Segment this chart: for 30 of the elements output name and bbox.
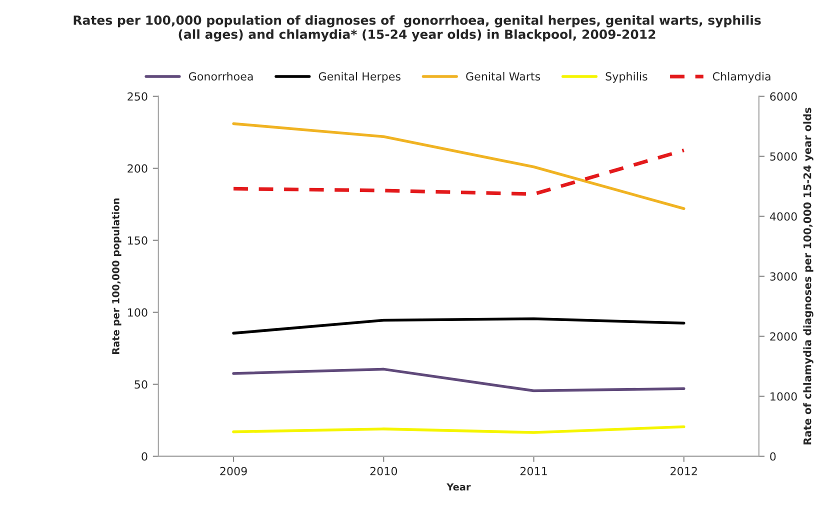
chart-title: Rates per 100,000 population of diagnoses of gonorrhoea, genital herpes, genital warts, syphilis (all ages) and chlamydia* (15-24 year olds) in Blackpool, 2009-2012 — [74, 15, 761, 42]
y-tick-label: 150 — [128, 236, 148, 245]
legend-label: Chlamydia — [712, 72, 770, 83]
y-tick-label: 50 — [134, 380, 148, 389]
y2-tick-label: 3000 — [770, 272, 797, 281]
y-tick-label: 0 — [142, 452, 148, 461]
y2-axis-title: Rate of chlamydia diagnoses per 100,000 15-24 year olds — [803, 108, 814, 444]
line-series — [232, 122, 686, 210]
x-tick-label: 2012 — [670, 466, 697, 476]
line-series — [232, 317, 686, 335]
y2-tick-label: 1000 — [770, 392, 797, 401]
y2-tick-label: 0 — [770, 452, 776, 461]
y2-tick-label: 4000 — [770, 212, 797, 221]
y2-tick-label: 6000 — [770, 92, 797, 101]
legend-label: Syphilis — [606, 72, 648, 83]
line-series — [232, 368, 686, 392]
x-tick-label: 2011 — [520, 466, 547, 476]
y2-tick-label: 5000 — [770, 152, 797, 161]
legend-label: Genital Herpes — [318, 72, 400, 83]
legend-label: Genital Warts — [466, 72, 540, 81]
y-tick-label: 200 — [128, 164, 148, 173]
legend-label: Gonorrhoea — [188, 72, 253, 81]
x-tick-label: 2009 — [220, 466, 247, 476]
x-axis-title: Year — [446, 483, 471, 491]
y-tick-label: 100 — [128, 308, 148, 317]
x-tick-label: 2010 — [370, 466, 398, 476]
y-tick-label: 250 — [128, 92, 148, 101]
y-axis-title: Rate per 100,000 population — [112, 198, 122, 354]
y2-tick-label: 2000 — [770, 332, 797, 341]
line-series — [232, 148, 686, 196]
